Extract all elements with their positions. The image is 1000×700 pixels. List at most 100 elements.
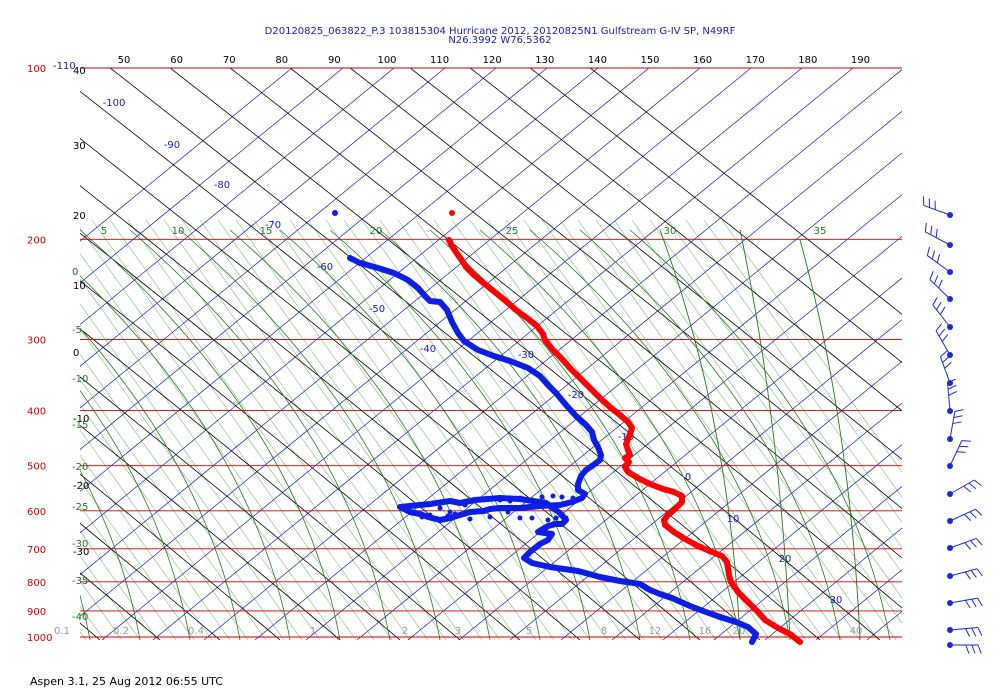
mixing-ratio-label: 10: [172, 226, 185, 237]
mixing-ratio-line: [80, 278, 339, 640]
adiabat-label: -20: [72, 462, 88, 473]
mixing-ratio-line: [181, 219, 483, 640]
wind-barb-staff: [949, 508, 976, 522]
wind-barb-staff: [923, 204, 951, 216]
isotherm-line: [815, 569, 902, 640]
moist-adiabat-line: [529, 229, 791, 640]
dry-adiabat-line: [80, 280, 521, 640]
wind-barb-feather: [969, 511, 977, 519]
dewpoint-point: [553, 515, 559, 521]
mixing-ratio-bottom-label: 8: [601, 626, 607, 637]
wind-barb-feather: [965, 644, 970, 654]
wind-barb-staff: [949, 479, 975, 495]
dry-adiabat-line: [109, 68, 821, 640]
mixing-ratio-line: [80, 479, 195, 640]
isotherm-label: -60: [317, 262, 333, 273]
wind-barb: [947, 627, 983, 637]
dewpoint-point: [550, 493, 556, 499]
wind-barb-feather: [942, 356, 950, 363]
wind-barbs: [922, 196, 983, 654]
isotherm-label: -20: [568, 390, 584, 401]
mixing-ratio-bottom-label: 0.2: [113, 626, 129, 637]
temperature-trace: [446, 237, 803, 645]
wind-barb-feather: [954, 409, 964, 412]
moist-adiabat-line: [479, 229, 741, 640]
wind-barb-staff: [949, 597, 978, 604]
wind-barb-feather: [977, 597, 983, 607]
left-axis-label: -10: [73, 414, 89, 425]
dewpoint-point: [467, 516, 473, 522]
dewpoint-point: [437, 505, 443, 511]
wind-barb-feather: [940, 350, 948, 358]
pressure-tick-label: 400: [27, 407, 46, 418]
mixing-ratio-bottom-label: 20: [733, 626, 746, 637]
mixing-ratio-bottom-label: 1: [310, 626, 316, 637]
wind-barb-feather: [975, 508, 983, 516]
dry-adiabat-line: [529, 68, 902, 363]
dry-adiabat-line: [229, 68, 902, 609]
temp-tick-top: 130: [535, 55, 554, 66]
wind-barb-staff: [929, 279, 951, 300]
wind-barb-feather: [971, 627, 977, 637]
dry-adiabat-line: [80, 572, 161, 640]
temperature-surface-dot: [449, 210, 455, 216]
mixing-ratio-line: [91, 219, 393, 640]
left-axis-label: -30: [73, 547, 89, 558]
isotherm-label: -80: [214, 180, 230, 191]
moist-adiabat-line: [279, 229, 541, 640]
wind-barb-feather: [964, 542, 972, 550]
isotherm-line: [458, 277, 902, 640]
wind-barb-feather: [970, 570, 977, 578]
mixing-ratio-line: [325, 219, 627, 640]
wind-barb-feather: [935, 228, 938, 238]
wind-barb-feather: [933, 275, 939, 285]
chart-subtitle: N26.3992 W76.5362: [448, 35, 551, 46]
mixing-ratio-label: 30: [664, 226, 677, 237]
wind-barb: [947, 568, 983, 580]
mixing-ratio-line: [721, 219, 902, 473]
wind-barb-feather: [938, 328, 946, 337]
mixing-ratio-line: [80, 303, 321, 640]
wind-barb-feather: [929, 271, 934, 280]
wind-barb-feather: [932, 296, 938, 306]
isotherm-line: [80, 68, 701, 576]
moist-adiabat-line: [579, 229, 841, 640]
wind-barb-feather: [959, 445, 969, 448]
mixing-ratio-bottom-label: 0.4: [188, 626, 204, 637]
dry-adiabat-line: [469, 68, 902, 412]
mixing-ratio-bottom-label: 5: [526, 626, 532, 637]
isotherm-line: [80, 68, 650, 534]
wind-barb-feather: [936, 301, 942, 311]
dry-adiabat-line: [80, 522, 221, 640]
dry-adiabat-line: [80, 473, 281, 640]
mixing-ratio-line: [397, 219, 699, 640]
wind-barb-feather: [973, 479, 982, 487]
mixing-ratio-line: [253, 219, 555, 640]
isotherm-line: [713, 485, 902, 640]
mixing-ratio-bottom-label: 16: [699, 626, 712, 637]
temp-tick-top: 50: [118, 55, 131, 66]
isotherm-line: [969, 68, 1000, 640]
wind-barb-staff: [939, 356, 951, 384]
adiabat-label: -5: [72, 325, 82, 336]
moist-adiabat-line: [80, 275, 291, 640]
wind-barb: [947, 409, 964, 442]
isotherm-line: [80, 68, 599, 492]
mixing-ratio-line: [163, 219, 465, 640]
mixing-ratio-line: [451, 219, 753, 640]
dewpoint-trace: [347, 255, 759, 645]
moist-adiabat-line: [80, 229, 341, 640]
wind-barb-feather: [931, 250, 936, 260]
dry-adiabat-line: [409, 68, 902, 461]
mixing-ratio-line: [703, 219, 902, 498]
isotherm-line: [80, 68, 752, 617]
dry-adiabat-line: [349, 68, 902, 510]
isotherm-line: [662, 444, 902, 640]
isobar-lines: [80, 67, 902, 638]
wind-barb-feather: [936, 253, 941, 263]
mixing-ratio-line: [80, 328, 303, 640]
moist-adiabat-line: [80, 327, 241, 640]
isotherm-line: [80, 68, 344, 284]
wind-barb-feather: [963, 514, 972, 521]
temp-tick-top: 60: [170, 55, 183, 66]
